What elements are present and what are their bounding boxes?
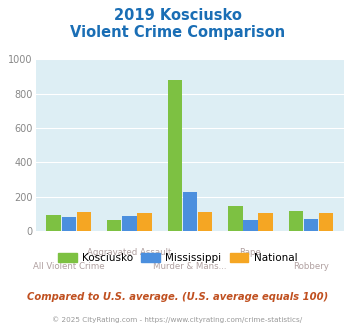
Bar [319, 213, 333, 231]
Bar [289, 211, 303, 231]
Bar [228, 206, 242, 231]
Text: 2019 Kosciusko: 2019 Kosciusko [114, 8, 241, 23]
Text: Rape: Rape [240, 248, 261, 257]
Bar [77, 213, 91, 231]
Text: Murder & Mans...: Murder & Mans... [153, 262, 227, 271]
Text: Aggravated Assault: Aggravated Assault [87, 248, 171, 257]
Text: Compared to U.S. average. (U.S. average equals 100): Compared to U.S. average. (U.S. average … [27, 292, 328, 302]
Text: © 2025 CityRating.com - https://www.cityrating.com/crime-statistics/: © 2025 CityRating.com - https://www.city… [53, 317, 302, 323]
Bar [243, 220, 258, 231]
Bar [122, 216, 137, 231]
Bar [47, 215, 61, 231]
Text: All Violent Crime: All Violent Crime [33, 262, 105, 271]
Bar [137, 213, 152, 231]
Bar [183, 192, 197, 231]
Legend: Kosciusko, Mississippi, National: Kosciusko, Mississippi, National [54, 248, 301, 267]
Text: Violent Crime Comparison: Violent Crime Comparison [70, 25, 285, 40]
Bar [107, 220, 121, 231]
Bar [198, 213, 212, 231]
Bar [61, 217, 76, 231]
Bar [304, 219, 318, 231]
Bar [258, 213, 273, 231]
Bar [168, 80, 182, 231]
Text: Robbery: Robbery [293, 262, 329, 271]
